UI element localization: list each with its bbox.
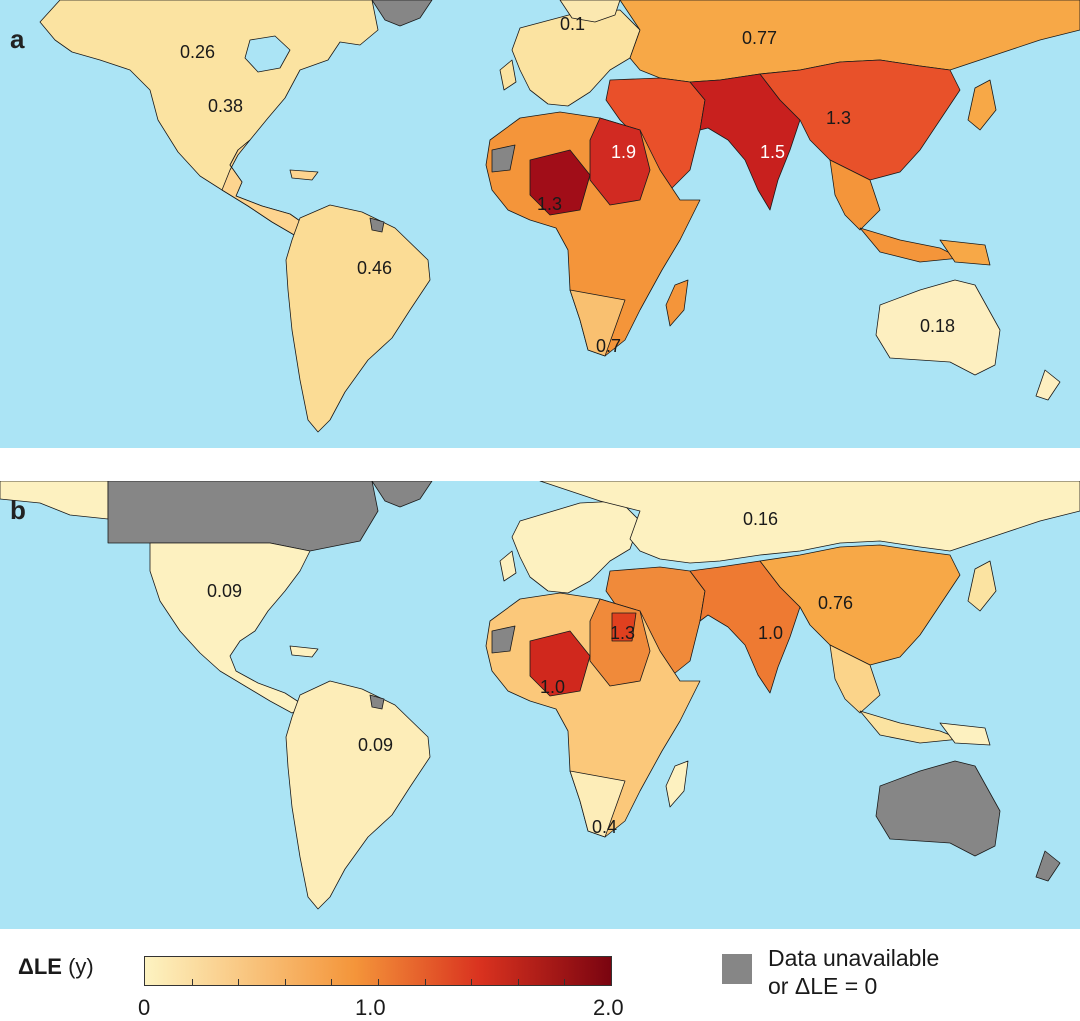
sahel [529,149,591,216]
china [759,59,961,181]
value-label: 0.09 [358,735,393,755]
se-asia [829,159,881,231]
world-map-b: b 0.16 0.09 0.76 1.3 1.0 1.0 0.09 0.4 [0,481,1080,929]
legend-title-unit: (y) [68,954,94,979]
world-map-a: a 0.26 0.1 0.77 0.38 1.9 1.5 1.3 1.3 0.4… [0,0,1080,448]
colorbar-tick [564,979,566,985]
australia [875,760,1001,857]
egypt-sudan [589,117,651,206]
value-label: 0.7 [596,336,621,356]
value-label: 1.3 [537,194,562,214]
map-panel-b: b 0.16 0.09 0.76 1.3 1.0 1.0 0.09 0.4 [0,481,1080,929]
value-label: 1.0 [540,677,565,697]
color-scale-bar [144,956,612,986]
value-label: 0.26 [180,42,215,62]
colorbar-tick [331,979,333,985]
colorbar-tick [424,979,426,985]
russia [539,481,1080,564]
colorbar-tick [238,979,240,985]
colorbar-tick [517,979,519,985]
data-unavailable-label: Data unavailable or ΔLE = 0 [768,944,1068,1000]
china [759,544,961,666]
legend-title-symbol: ΔLE [18,954,62,979]
value-label: 1.0 [758,623,783,643]
value-label: 0.09 [207,581,242,601]
value-label: 1.5 [760,142,785,162]
value-label: 0.76 [818,593,853,613]
map-panel-a: a 0.26 0.1 0.77 0.38 1.9 1.5 1.3 1.3 0.4… [0,0,1080,448]
panel-letter-b: b [10,495,26,525]
colorbar-tick [378,979,379,985]
colorbar-tick-label: 2.0 [593,995,624,1020]
greenland [371,481,433,508]
canada [107,481,379,552]
sahel [529,630,591,697]
data-unavailable-line2: or ΔLE = 0 [768,973,878,999]
value-label: 0.46 [357,258,392,278]
united-states [149,542,311,714]
panel-letter-a: a [10,24,25,54]
colorbar-tick [284,979,286,985]
value-label: 0.4 [592,817,617,837]
south-america [285,680,431,910]
value-label: 1.9 [611,142,636,162]
colorbar-tick [191,979,193,985]
middle-east [605,77,706,191]
data-unavailable-swatch [722,954,752,984]
value-label: 0.38 [208,96,243,116]
colorbar-tick-label: 1.0 [355,995,386,1020]
greenland [371,0,433,27]
value-label: 0.16 [743,509,778,529]
value-label: 0.77 [742,28,777,48]
scandinavia [559,0,621,23]
data-unavailable-line1: Data unavailable [768,945,940,971]
colorbar-tick [471,979,473,985]
colorbar-tick-label: 0 [138,995,151,1020]
value-label: 1.3 [610,623,635,643]
south-america [285,204,431,433]
value-label: 0.18 [920,316,955,336]
europe [511,9,641,107]
legend-title: ΔLE (y) [18,954,94,980]
australia [875,279,1001,376]
value-label: 1.3 [826,108,851,128]
value-label: 0.1 [560,14,585,34]
